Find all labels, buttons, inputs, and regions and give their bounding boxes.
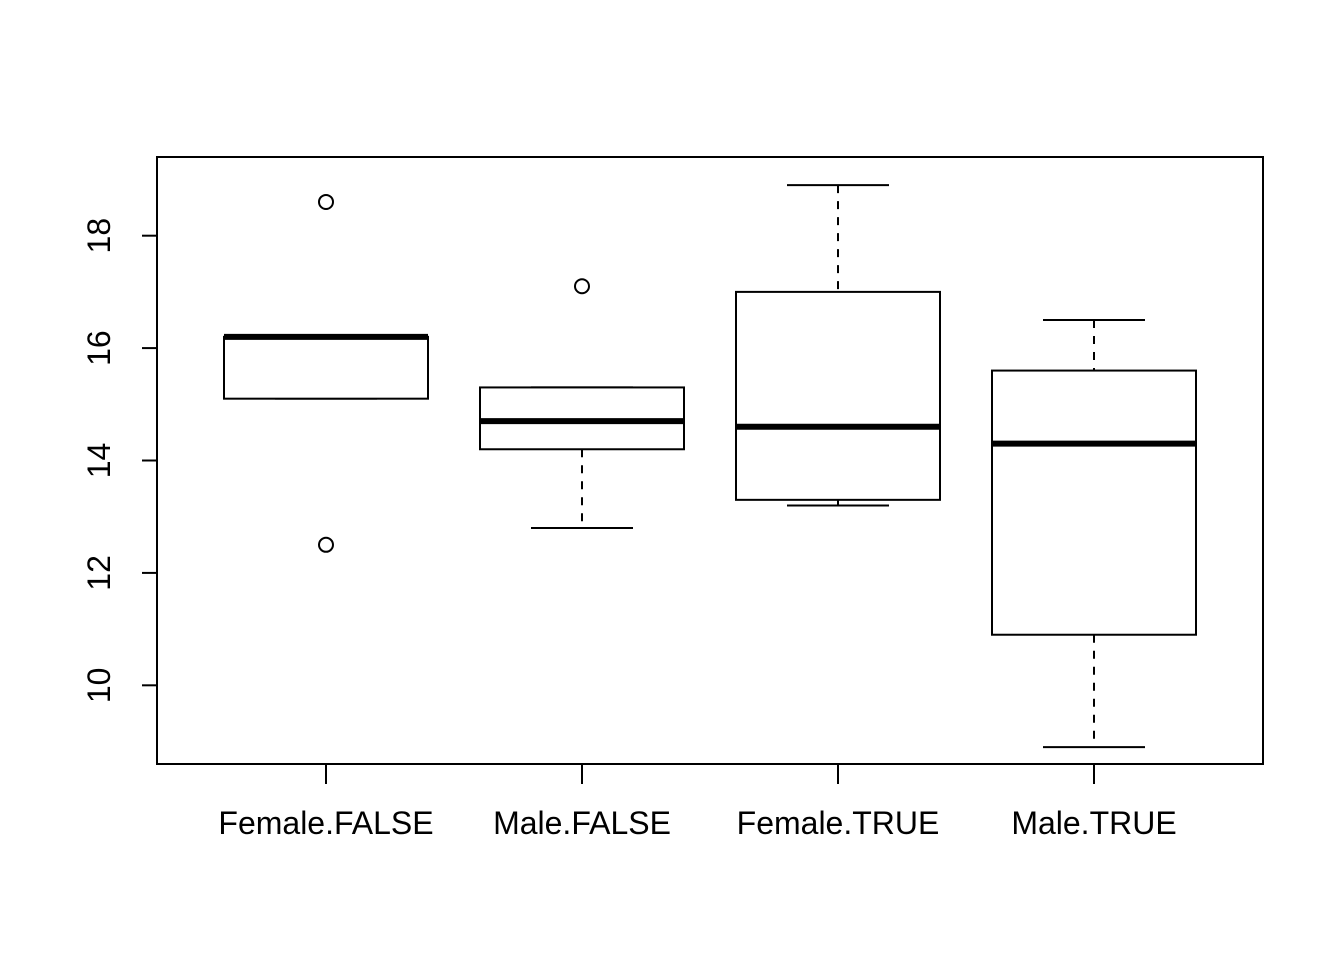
- boxes-group: [224, 185, 1196, 747]
- outlier-point: [319, 195, 333, 209]
- box-rect: [736, 292, 940, 500]
- y-tick-label: 14: [81, 443, 117, 479]
- box-rect: [992, 371, 1196, 635]
- box-Male.TRUE: [992, 320, 1196, 747]
- y-tick-label: 10: [81, 668, 117, 704]
- outlier-point: [319, 538, 333, 552]
- box-Female.TRUE: [736, 185, 940, 505]
- y-tick-label: 12: [81, 555, 117, 591]
- x-tick-label: Male.FALSE: [493, 805, 671, 841]
- y-axis: 10 12 14 16 18: [81, 218, 157, 703]
- y-tick-label: 18: [81, 218, 117, 254]
- outlier-point: [575, 279, 589, 293]
- y-tick-label: 16: [81, 330, 117, 366]
- x-axis: Female.FALSE Male.FALSE Female.TRUE Male.TR…: [218, 764, 1176, 841]
- box-rect: [224, 337, 428, 399]
- x-tick-label: Female.TRUE: [737, 805, 940, 841]
- x-tick-label: Male.TRUE: [1011, 805, 1176, 841]
- box-Male.FALSE: [480, 279, 684, 528]
- x-tick-label: Female.FALSE: [218, 805, 433, 841]
- box-Female.FALSE: [224, 195, 428, 552]
